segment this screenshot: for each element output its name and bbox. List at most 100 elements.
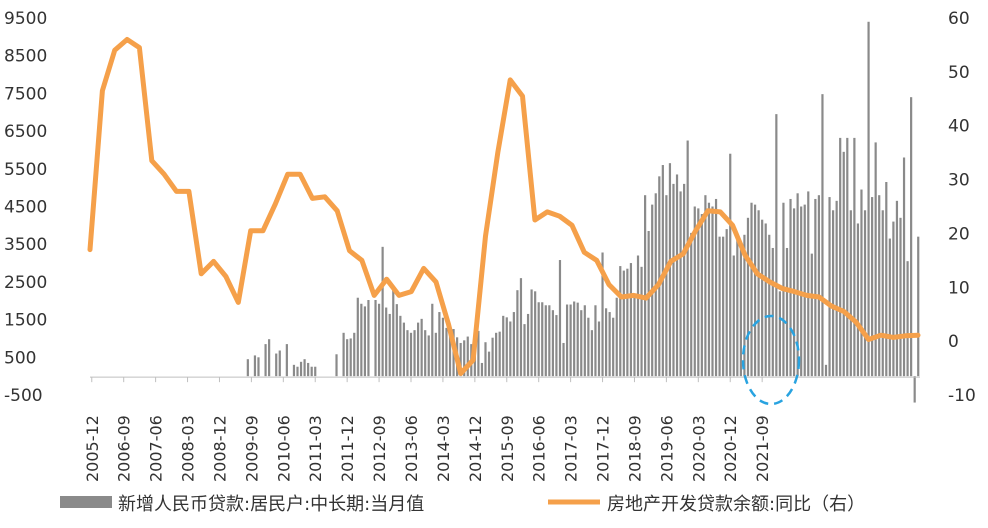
- bar: [534, 291, 537, 377]
- bar: [867, 21, 870, 377]
- bar: [445, 327, 448, 377]
- bar: [846, 137, 849, 377]
- bar: [906, 261, 909, 377]
- bar: [509, 321, 512, 377]
- bar: [718, 236, 721, 377]
- bar: [576, 302, 579, 377]
- bar: [743, 234, 746, 377]
- bar: [832, 210, 835, 377]
- left-tick-label: 8500: [4, 47, 47, 67]
- x-tick-label: 2020-03: [689, 415, 708, 482]
- bar: [778, 291, 781, 377]
- bar: [917, 236, 920, 377]
- bar: [736, 238, 739, 377]
- bar: [672, 183, 675, 377]
- bar: [583, 305, 586, 377]
- left-tick-label: 3500: [4, 235, 47, 255]
- bar: [537, 302, 540, 377]
- x-tick-label: 2013-06: [402, 415, 421, 482]
- bar: [668, 163, 672, 377]
- bar: [839, 137, 842, 377]
- x-tick-label: 2017-03: [562, 415, 581, 482]
- bar: [310, 366, 313, 377]
- legend-line-label: 房地产开发贷款余额:同比（右）: [607, 494, 865, 515]
- left-axis-ticks: 9500 8500 7500 6500 5500 4500 3500 2500 1500 500 -…: [4, 9, 47, 406]
- bar: [768, 234, 771, 377]
- x-tick-label: 2019-06: [657, 415, 676, 482]
- bar: [612, 317, 615, 377]
- bar: [434, 332, 437, 377]
- bar: [878, 195, 881, 377]
- bar: [278, 350, 281, 377]
- bar: [590, 330, 593, 377]
- bar: [888, 238, 891, 377]
- bar: [814, 198, 817, 377]
- bar: [881, 210, 884, 377]
- bar: [785, 247, 789, 377]
- bar: [807, 191, 810, 377]
- bar: [810, 253, 813, 377]
- legend-bar-label: 新增人民币贷款:居民户:中长期:当月值: [118, 494, 424, 515]
- bar: [299, 361, 303, 377]
- bar: [573, 301, 576, 377]
- bar: [874, 142, 877, 377]
- bar: [665, 195, 668, 377]
- bar: [558, 260, 562, 377]
- right-axis-ticks: 60 50 40 30 20 10 0 -10: [948, 9, 976, 406]
- bar: [640, 266, 643, 377]
- bar: [714, 198, 718, 377]
- bar: [913, 376, 916, 403]
- bar: [417, 322, 420, 377]
- x-tick-label: 2012-09: [370, 415, 389, 482]
- bar: [487, 351, 491, 377]
- bar: [502, 315, 505, 377]
- bar: [757, 210, 760, 377]
- line-series: [87, 37, 921, 376]
- bar: [253, 355, 257, 377]
- bar: [296, 366, 299, 377]
- bar: [480, 362, 484, 377]
- bar: [523, 324, 526, 377]
- x-tick-label: 2011-12: [338, 415, 357, 482]
- bar: [246, 359, 249, 377]
- right-tick-label: 60: [948, 9, 970, 29]
- bar: [644, 195, 647, 377]
- bar: [441, 317, 445, 377]
- legend-bar-swatch: [60, 496, 112, 508]
- bar: [853, 137, 856, 377]
- bar: [431, 303, 434, 377]
- bar: [526, 313, 530, 377]
- bar: [360, 303, 363, 377]
- legend: 新增人民币贷款:居民户:中长期:当月值 房地产开发贷款余额:同比（右）: [60, 494, 865, 515]
- bar: [885, 182, 888, 377]
- bar: [892, 221, 895, 377]
- bar: [314, 366, 317, 377]
- bar: [477, 330, 480, 377]
- bar: [690, 232, 693, 377]
- bar: [463, 340, 466, 377]
- bar: [796, 193, 799, 377]
- bar: [275, 353, 278, 377]
- bar: [753, 204, 757, 377]
- left-tick-label: 4500: [4, 198, 47, 218]
- left-tick-label: 6500: [4, 122, 47, 142]
- left-tick-label: 1500: [4, 311, 47, 331]
- x-tick-label: 2008-12: [210, 415, 229, 482]
- bar: [771, 247, 774, 377]
- bar: [544, 305, 547, 377]
- right-tick-label: 40: [948, 117, 970, 137]
- x-tick-label: 2011-03: [306, 415, 325, 482]
- bar: [264, 344, 267, 377]
- bar: [406, 330, 409, 377]
- bar: [622, 270, 625, 377]
- bar: [775, 114, 778, 377]
- bar: [679, 191, 682, 377]
- x-tick-label: 2007-06: [147, 415, 166, 482]
- left-tick-label: 500: [4, 348, 36, 368]
- bar: [629, 263, 633, 377]
- bar: [764, 223, 767, 377]
- bar: [860, 189, 863, 377]
- bar: [530, 289, 533, 377]
- bar: [871, 197, 874, 377]
